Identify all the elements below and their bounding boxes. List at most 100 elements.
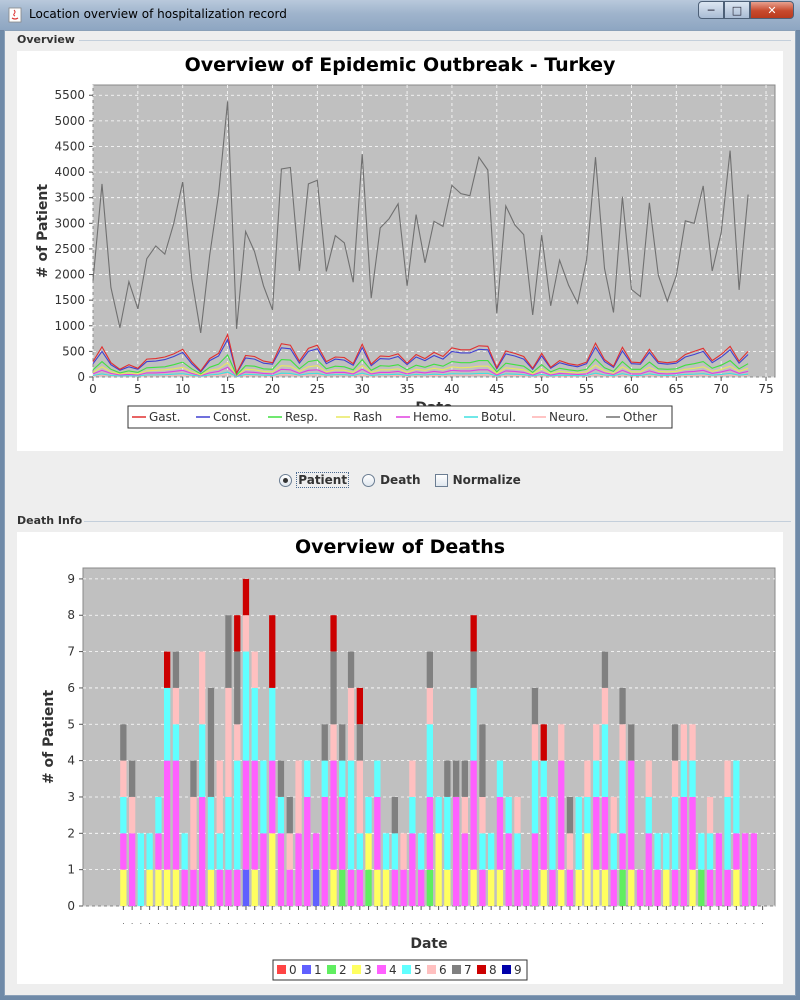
bar-segment-2 <box>619 869 626 906</box>
bar-segment-5 <box>689 760 696 797</box>
bar-segment-7 <box>207 687 215 797</box>
bar-segment-3 <box>374 869 381 906</box>
bar-segment-4 <box>619 833 626 870</box>
bar-segment-3 <box>488 869 495 906</box>
legend-label: 5 <box>414 963 422 977</box>
bar-segment-5 <box>382 833 390 870</box>
bar-segment-4 <box>418 869 425 906</box>
normalize-checkbox[interactable] <box>434 473 448 487</box>
x-tick-label: . <box>429 918 431 926</box>
bar-segment-5 <box>374 760 381 797</box>
x-tick-label: . <box>122 918 124 926</box>
bar-segment-3 <box>628 869 635 906</box>
normalize-checkbox-label[interactable]: Normalize <box>452 473 521 487</box>
bar-segment-3 <box>593 869 600 906</box>
legend-swatch <box>502 965 511 974</box>
x-tick-label: . <box>254 918 256 926</box>
bar-segment-3 <box>444 869 451 906</box>
x-tick-label: . <box>227 918 229 926</box>
bar-segment-3 <box>269 833 276 906</box>
bar-segment-4 <box>225 869 232 906</box>
x-tick-label: . <box>350 918 352 926</box>
bar-segment-4 <box>330 760 337 870</box>
bar-segment-5 <box>444 797 451 870</box>
x-tick-label: . <box>726 918 728 926</box>
bar-segment-4 <box>251 760 258 870</box>
patient-radio-label[interactable]: Patient <box>296 472 350 488</box>
x-tick-label: . <box>315 918 317 926</box>
bar-segment-4 <box>715 833 722 906</box>
bar-segment-4 <box>645 833 652 906</box>
window-titlebar[interactable]: Location overview of hospitalization rec… <box>0 0 800 31</box>
legend-swatch <box>427 965 436 974</box>
bar-segment-6 <box>601 687 609 725</box>
bar-segment-3 <box>733 869 740 906</box>
x-tick-label: 60 <box>624 382 639 396</box>
x-tick-label: 65 <box>669 382 684 396</box>
x-tick-label: . <box>402 918 404 926</box>
x-tick-label: . <box>595 918 597 926</box>
minimize-button[interactable]: ─ <box>698 1 724 19</box>
bar-segment-3 <box>155 869 162 906</box>
bar-segment-4 <box>461 833 468 906</box>
x-tick-label: . <box>578 918 580 926</box>
window-title: Location overview of hospitalization rec… <box>29 7 287 21</box>
bar-segment-5 <box>733 760 740 834</box>
x-tick-label: . <box>367 918 369 926</box>
bar-segment-6 <box>330 724 337 761</box>
death-info-section-label: Death Info <box>15 514 85 527</box>
bar-segment-5 <box>488 833 495 870</box>
bar-segment-4 <box>295 833 302 906</box>
maximize-button[interactable]: □ <box>724 1 750 19</box>
bar-segment-4 <box>496 797 504 870</box>
y-tick-label: 0 <box>77 370 85 384</box>
bar-segment-4 <box>549 869 556 906</box>
bar-segment-6 <box>531 724 539 761</box>
close-button[interactable]: ✕ <box>750 1 794 19</box>
bar-segment-6 <box>400 833 407 870</box>
x-tick-label: . <box>131 918 133 926</box>
patient-radio-option[interactable]: Patient <box>279 472 350 488</box>
bar-segment-7 <box>391 797 398 834</box>
bar-segment-4 <box>129 833 136 906</box>
bar-segment-4 <box>742 833 749 906</box>
x-tick-label: . <box>613 918 615 926</box>
bar-segment-8 <box>164 651 171 688</box>
bar-segment-7 <box>356 724 363 761</box>
x-tick-label: . <box>271 918 273 926</box>
x-tick-label: 5 <box>134 382 142 396</box>
x-tick-label: . <box>262 918 264 926</box>
death-radio[interactable] <box>362 473 376 487</box>
bar-segment-6 <box>479 797 486 834</box>
window-client-area: Overview Overview of Epidemic Outbreak -… <box>4 30 796 996</box>
y-tick-label: 4500 <box>54 139 85 153</box>
bar-segment-6 <box>216 760 223 834</box>
bar-segment-6 <box>295 760 302 834</box>
x-tick-label: 10 <box>175 382 190 396</box>
overview-chart-panel: Overview of Epidemic Outbreak - Turkey 0 5… <box>17 51 783 451</box>
bar-segment-5 <box>172 724 180 761</box>
bar-segment-5 <box>418 833 425 870</box>
bar-segment-3 <box>540 869 547 906</box>
bar-segment-4 <box>400 869 407 906</box>
x-tick-label: . <box>630 918 632 926</box>
bar-segment-7 <box>628 724 635 761</box>
x-tick-label: . <box>586 918 588 926</box>
legend-label: Other <box>623 410 657 424</box>
bar-segment-4 <box>706 869 714 906</box>
patient-radio[interactable] <box>279 473 293 487</box>
bar-segment-4 <box>286 869 293 906</box>
death-radio-label[interactable]: Death <box>380 473 421 487</box>
bar-segment-4 <box>199 797 206 906</box>
bar-segment-4 <box>680 797 687 906</box>
bar-segment-7 <box>566 797 574 834</box>
bar-segment-5 <box>146 833 153 870</box>
death-radio-option[interactable]: Death <box>362 473 421 487</box>
x-tick-label: . <box>438 918 440 926</box>
normalize-checkbox-option[interactable]: Normalize <box>434 473 521 487</box>
maximize-icon: □ <box>731 3 743 17</box>
bar-segment-5 <box>155 797 162 834</box>
bar-segment-5 <box>164 687 171 761</box>
bar-segment-7 <box>671 724 679 761</box>
bar-segment-5 <box>365 797 372 834</box>
